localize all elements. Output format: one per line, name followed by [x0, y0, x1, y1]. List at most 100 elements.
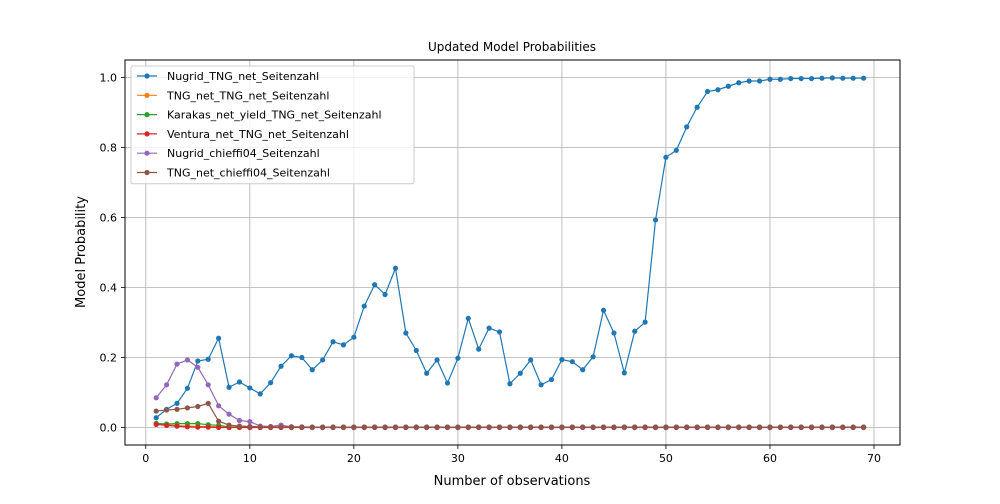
- series-5-point-48: [652, 424, 659, 430]
- legend-label-4: Nugrid_chieffi04_Seitenzahl: [167, 147, 320, 160]
- series-0-point-11: [268, 380, 274, 386]
- legend-swatch-marker-0: [144, 73, 150, 79]
- series-0-point-9: [247, 385, 253, 391]
- series-3-point-4: [195, 424, 201, 430]
- series-0-point-57: [746, 78, 752, 84]
- series-5-point-41: [580, 424, 586, 430]
- series-5-point-51: [684, 424, 690, 430]
- legend-item-5: TNG_net_chieffi04_Seitenzahl: [137, 167, 330, 180]
- series-5-point-3: [184, 405, 191, 411]
- series-0-point-2: [174, 400, 180, 406]
- series-5-point-7: [226, 422, 232, 428]
- series-0-point-41: [580, 367, 586, 373]
- series-0-point-47: [642, 319, 648, 325]
- x-axis: 0 10 20 30 40 50 60 70: [142, 445, 881, 465]
- series-0-point-10: [257, 391, 263, 397]
- series-5-point-17: [330, 424, 336, 430]
- series-5-point-19: [351, 424, 357, 430]
- legend-label-1: TNG_net_TNG_net_Seitenzahl: [166, 89, 329, 102]
- y-tick-label-2: 0.4: [100, 282, 118, 295]
- legend-box: [130, 65, 415, 185]
- plot-frame: [124, 59, 901, 446]
- series-5-point-0: [153, 408, 159, 414]
- legend-swatch-marker-5: [144, 169, 150, 176]
- y-axis: 0.0 0.2 0.4 0.6 0.8 1.0: [100, 72, 125, 435]
- series-5-point-36: [528, 424, 534, 430]
- series-0-point-66: [840, 75, 846, 81]
- series-5-point-6: [216, 418, 222, 424]
- series-0: [153, 75, 867, 421]
- series-0-point-45: [621, 370, 627, 376]
- x-tick-label-1: 10: [243, 452, 257, 465]
- legend: Nugrid_TNG_net_Seitenzahl TNG_net_TNG_net…: [130, 65, 415, 185]
- series-0-point-64: [819, 75, 825, 81]
- series-5-point-55: [725, 424, 731, 430]
- series-5-point-45: [621, 424, 627, 430]
- series-5-point-56: [736, 424, 742, 430]
- series-0-point-49: [663, 154, 669, 160]
- series-0-point-67: [850, 75, 856, 81]
- series-5-point-15: [309, 424, 315, 430]
- x-tick-label-5: 50: [659, 452, 673, 465]
- series-5-point-9: [247, 423, 253, 430]
- series-5-point-49: [663, 424, 669, 430]
- series-0-point-33: [496, 329, 503, 335]
- series-5-point-39: [559, 424, 565, 430]
- series-0-point-52: [694, 104, 700, 110]
- series-4-point-3: [184, 357, 191, 363]
- series-0-point-34: [507, 381, 513, 387]
- series-0-point-19: [351, 334, 357, 340]
- series-5-point-8: [236, 423, 243, 429]
- series-5-point-1: [164, 407, 170, 413]
- series-0-point-68: [860, 75, 867, 81]
- y-axis-label: Model Probability: [74, 196, 89, 308]
- series-0-point-18: [340, 342, 347, 348]
- series-0-point-0: [153, 415, 159, 421]
- series-0-point-32: [486, 325, 492, 331]
- series-5-point-4: [195, 403, 201, 410]
- series-0-point-29: [455, 355, 461, 361]
- x-tick-label-3: 30: [451, 452, 465, 465]
- series-4-point-2: [174, 361, 180, 367]
- series-0-point-7: [226, 384, 232, 390]
- x-tick-label-4: 40: [555, 452, 569, 465]
- series-5-point-14: [299, 424, 305, 430]
- series-0-point-55: [725, 83, 731, 89]
- series-5-point-26: [424, 424, 430, 430]
- y-tick-label-1: 0.2: [100, 352, 118, 365]
- series-0-point-3: [184, 385, 191, 391]
- legend-label-2: Karakas_net_yield_TNG_net_Seitenzahl: [167, 109, 382, 122]
- series-0-point-59: [767, 76, 773, 82]
- series-5-point-13: [288, 424, 295, 430]
- legend-item-4: Nugrid_chieffi04_Seitenzahl: [137, 147, 320, 160]
- series-3-point-3: [184, 424, 191, 430]
- series-5-point-22: [382, 424, 388, 430]
- series-0-point-28: [444, 380, 451, 386]
- series-0-point-14: [299, 354, 305, 361]
- series-0-point-35: [517, 370, 523, 376]
- series-3-point-6: [216, 424, 222, 431]
- series-5-point-20: [361, 424, 367, 430]
- series-5-point-47: [642, 424, 648, 430]
- legend-item-0: Nugrid_TNG_net_Seitenzahl: [137, 70, 319, 83]
- legend-swatch-marker-4: [144, 150, 150, 156]
- series-4-point-5: [205, 382, 211, 388]
- series-4-point-8: [236, 417, 243, 424]
- series-5-point-60: [777, 424, 783, 430]
- series-5-point-10: [257, 424, 263, 430]
- series-5-point-21: [372, 424, 378, 430]
- x-tick-label-7: 70: [867, 452, 881, 465]
- y-tick-label-3: 0.6: [100, 212, 118, 225]
- series-4-point-9: [247, 418, 253, 425]
- series-5-point-59: [767, 424, 773, 430]
- series-5-point-33: [496, 424, 503, 430]
- x-tick-label-2: 20: [347, 452, 361, 465]
- series-0-point-16: [320, 357, 326, 363]
- chart-title: Updated Model Probabilities: [428, 40, 596, 54]
- series-0-point-43: [600, 307, 607, 313]
- series-5-point-27: [434, 424, 440, 430]
- legend-label-0: Nugrid_TNG_net_Seitenzahl: [167, 70, 319, 83]
- series-3-point-0: [153, 421, 159, 427]
